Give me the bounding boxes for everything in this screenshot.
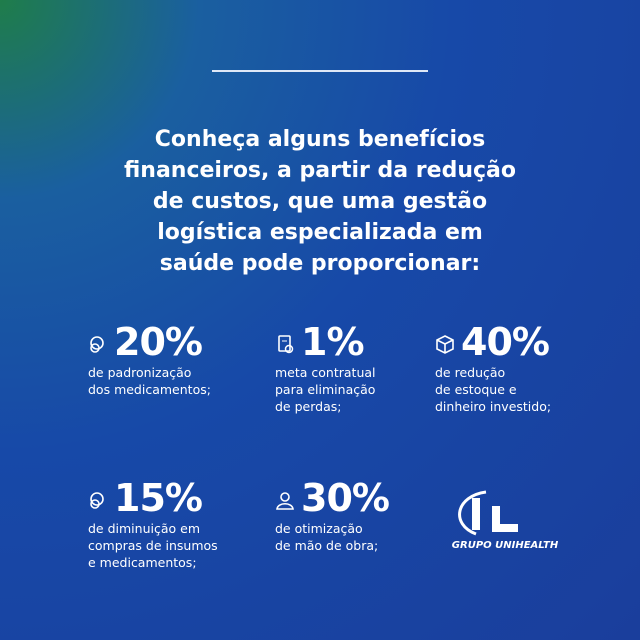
logo-mark (458, 490, 518, 536)
description-line: de redução (435, 365, 506, 380)
stat-description: de otimização de mão de obra; (275, 520, 378, 554)
stat-icon (90, 492, 104, 509)
description-line: compras de insumos (88, 538, 218, 553)
stat-description: de redução de estoque e dinheiro investido… (435, 364, 551, 415)
stat-description: de diminuição em compras de insumos e medi… (88, 520, 218, 571)
headline-line: saúde pode proporcionar: (159, 251, 481, 276)
description-line: de mão de obra; (275, 538, 379, 553)
description-line: de otimização (275, 521, 363, 536)
stat-description: de padronização dos medicamentos; (88, 364, 211, 398)
description-line: de diminuição em (88, 521, 200, 536)
description-line: de estoque e (435, 382, 517, 397)
headline-line: de custos, que uma gestão (152, 189, 488, 214)
divider (212, 70, 428, 72)
description-line: de padronização (88, 365, 192, 380)
description-line: meta contratual (275, 365, 376, 380)
description-line: dos medicamentos; (88, 382, 211, 397)
description-line: e medicamentos; (88, 555, 197, 570)
stat-icon (90, 336, 104, 353)
description-line: para eliminação (275, 382, 376, 397)
headline-line: Conheça alguns benefícios (154, 127, 486, 152)
stat-value: 40% (461, 320, 550, 364)
stat-icon (276, 492, 294, 510)
stat-description: meta contratual para eliminação de perdas; (275, 364, 376, 415)
stat-value: 20% (114, 320, 203, 364)
headline-line: financeiros, a partir da redução (123, 158, 516, 183)
headline-line: logística especializada em (157, 220, 483, 245)
description-line: de perdas; (275, 399, 342, 414)
logo-text: GRUPO UNIHEALTH (451, 540, 559, 551)
description-line: dinheiro investido; (435, 399, 552, 414)
stat-value: 15% (114, 476, 203, 520)
stat-value: 1% (301, 320, 365, 364)
stat-value: 30% (301, 476, 390, 520)
stat-icon (436, 335, 454, 354)
headline: Conheça alguns benefícios financeiros, a … (0, 124, 640, 279)
stat-icon (278, 335, 294, 354)
